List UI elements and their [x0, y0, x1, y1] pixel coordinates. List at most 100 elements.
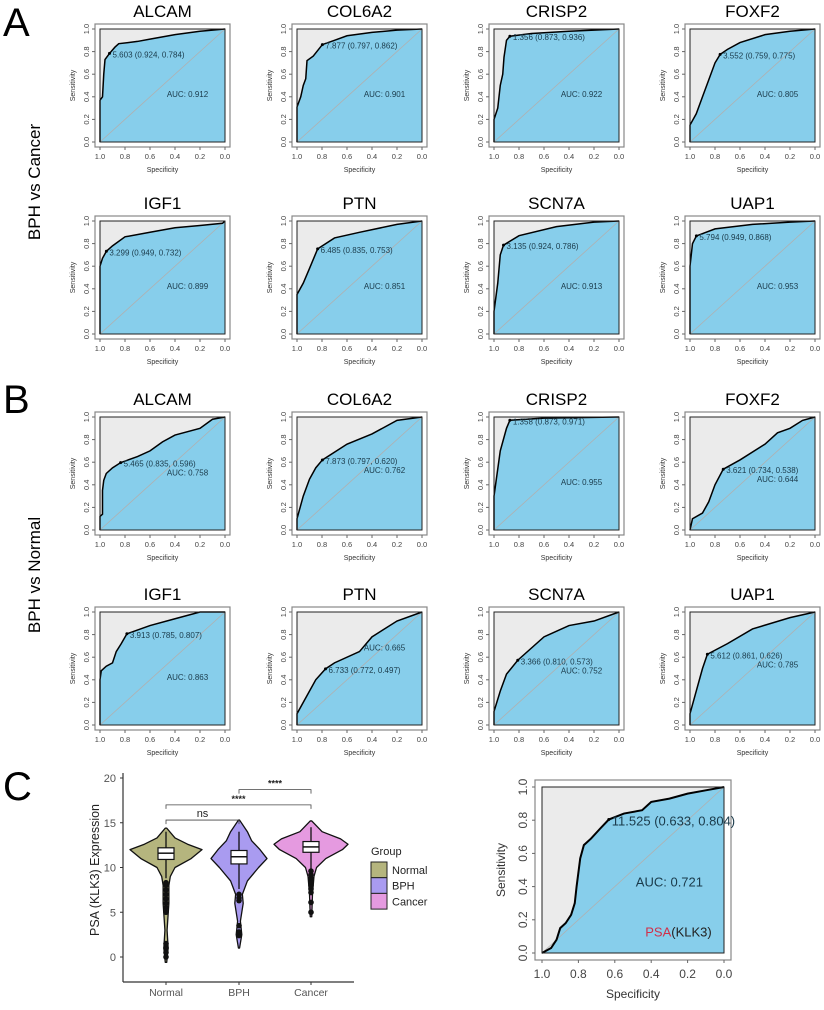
x-tick-label: 0.8 — [514, 152, 524, 161]
diagonal-line — [493, 416, 620, 531]
x-tick-label: 0.0 — [417, 152, 427, 161]
diagonal-line — [493, 611, 620, 726]
x-tick-label: 0.8 — [514, 540, 524, 549]
x-tick-label: 0.0 — [614, 540, 624, 549]
outlier-point — [163, 940, 169, 947]
x-tick-label: 0.4 — [367, 152, 377, 161]
chart-title: CRISP2 — [526, 390, 587, 409]
x-tick-label: 0.2 — [195, 152, 205, 161]
y-tick-label: 0.6 — [476, 261, 485, 271]
x-tick-label: 1.0 — [685, 152, 695, 161]
x-tick-label: Normal — [149, 987, 183, 999]
x-tick-label: 0.6 — [735, 152, 745, 161]
x-tick-label: 0.6 — [539, 344, 549, 353]
diagonal-line — [296, 28, 423, 143]
chart-title: PTN — [343, 585, 377, 604]
y-tick-label: 0.0 — [476, 720, 485, 730]
x-tick-label: 1.0 — [489, 540, 499, 549]
roc-chart: 1.0 0.8 0.6 0.4 0.2 0.0 0.0 0.2 0.4 0.6 0.8 1.0 Spec… — [70, 194, 231, 366]
plot-border — [99, 220, 226, 335]
chart-title: SCN7A — [528, 194, 585, 213]
legend-label-bph: BPH — [392, 881, 415, 893]
roc-chart: 1.0 0.8 0.6 0.4 0.2 0.0 0.0 0.2 0.4 0.6 0.8 1.0 Spec… — [660, 585, 821, 757]
x-axis-label: Specificity — [147, 555, 179, 562]
y-tick-label: 0.8 — [279, 238, 288, 248]
diagonal-line — [689, 611, 816, 726]
x-tick-label: 0.6 — [342, 152, 352, 161]
auc-label: AUC: 0.912 — [167, 90, 209, 99]
y-tick-label: 0.4 — [82, 284, 91, 294]
x-axis-label: Specificity — [344, 359, 376, 366]
y-axis-label: Sensitivity — [464, 652, 471, 684]
chart-title: FOXF2 — [725, 2, 780, 21]
x-tick-label: 0.6 — [735, 540, 745, 549]
roc-chart: 1.0 0.8 0.6 0.4 0.2 0.0 0.0 0.2 0.4 0.6 0.8 1.0 Spec… — [660, 194, 821, 366]
y-tick-label: 0.2 — [82, 697, 91, 707]
best-threshold-label: 1.358 (0.873, 0.971) — [513, 417, 585, 426]
y-tick-label: 0.6 — [476, 457, 485, 467]
y-tick-label: 0.0 — [279, 525, 288, 535]
x-tick-label: 0.8 — [710, 152, 720, 161]
outlier-point — [163, 949, 169, 956]
roc-chart: 1.0 0.8 0.6 0.4 0.2 0.0 0.0 0.2 0.4 0.6 0.8 1.0 Spec… — [660, 390, 821, 562]
y-axis-label: Sensitivity — [70, 69, 77, 101]
best-threshold-point — [324, 667, 327, 671]
plot-border — [689, 28, 816, 143]
y-tick-label: 0.0 — [476, 329, 485, 339]
y-tick-label: 0.8 — [516, 812, 530, 829]
roc-chart: 1.0 0.8 0.6 0.4 0.2 0.0 0.0 0.2 0.4 0.6 0.8 1.0 Spec… — [70, 2, 231, 174]
auc-label: AUC: 0.851 — [364, 282, 406, 291]
x-axis-label: Specificity — [737, 167, 769, 174]
x-tick-label: 0.2 — [589, 735, 599, 744]
x-tick-label: 0.2 — [785, 735, 795, 744]
x-tick-label: BPH — [228, 987, 250, 999]
x-tick-label: 0.6 — [539, 540, 549, 549]
x-tick-label: 0.4 — [367, 735, 377, 744]
y-tick-label: 0.0 — [82, 720, 91, 730]
roc-curve — [493, 28, 620, 142]
y-axis-label: Sensitivity — [464, 457, 471, 489]
y-tick-label: 0.8 — [672, 629, 681, 639]
x-tick-label: 0.0 — [220, 344, 230, 353]
diagonal-line — [99, 611, 226, 726]
y-tick-label: 0.8 — [82, 629, 91, 639]
x-tick-label: 0.2 — [195, 735, 205, 744]
best-threshold-label: 3.552 (0.759, 0.775) — [723, 51, 795, 60]
x-tick-label: 0.6 — [539, 735, 549, 744]
outlier-point — [163, 954, 169, 960]
x-tick-label: 1.0 — [292, 735, 302, 744]
chart-title: IGF1 — [144, 194, 182, 213]
best-threshold-point — [125, 632, 129, 636]
x-tick-label: 0.4 — [170, 540, 180, 549]
y-tick-label: 1.0 — [82, 607, 91, 617]
roc-chart: 1.0 0.8 0.6 0.4 0.2 0.0 0.0 0.2 0.4 0.6 0.8 1.0 Spec… — [660, 2, 821, 174]
x-tick-label: 0.2 — [392, 344, 402, 353]
y-tick-label: 0.4 — [476, 92, 485, 102]
y-tick-label: 1.0 — [279, 412, 288, 422]
roc-curve — [541, 786, 725, 954]
x-tick-label: 0.8 — [317, 540, 327, 549]
y-axis-label: PSA (KLK3) Expression — [88, 804, 102, 936]
y-tick-label: 0 — [110, 952, 116, 964]
outlier-point — [236, 929, 242, 935]
y-tick-label: 0.8 — [672, 46, 681, 56]
x-tick-label: 0.0 — [417, 735, 427, 744]
diagonal-line — [296, 416, 423, 531]
x-axis-label: Specificity — [606, 987, 660, 1001]
significance-label: **** — [231, 794, 246, 804]
legend-label-cancer: Cancer — [392, 896, 428, 908]
x-tick-label: 0.2 — [785, 344, 795, 353]
x-axis-label: Specificity — [737, 359, 769, 366]
best-threshold-label: 3.621 (0.734, 0.538) — [726, 466, 798, 475]
y-tick-label: 0.4 — [82, 675, 91, 685]
roc-chart: 1.0 0.8 0.6 0.4 0.2 0.0 0.0 0.2 0.4 0.6 0.8 1.0 Spec… — [70, 390, 231, 562]
roc-chart: 1.0 0.8 0.6 0.4 0.2 0.0 0.0 0.2 0.4 0.6 0.8 1.0 Spec… — [464, 194, 625, 366]
x-tick-label: 0.8 — [120, 540, 130, 549]
x-tick-label: 1.0 — [292, 152, 302, 161]
x-axis-label: Specificity — [737, 750, 769, 757]
y-tick-label: 0.4 — [476, 675, 485, 685]
auc-label: AUC: 0.721 — [636, 875, 703, 890]
x-tick-label: 0.4 — [367, 344, 377, 353]
gene-marker-psa: PSA — [645, 924, 671, 939]
x-tick-label: 0.4 — [760, 735, 770, 744]
